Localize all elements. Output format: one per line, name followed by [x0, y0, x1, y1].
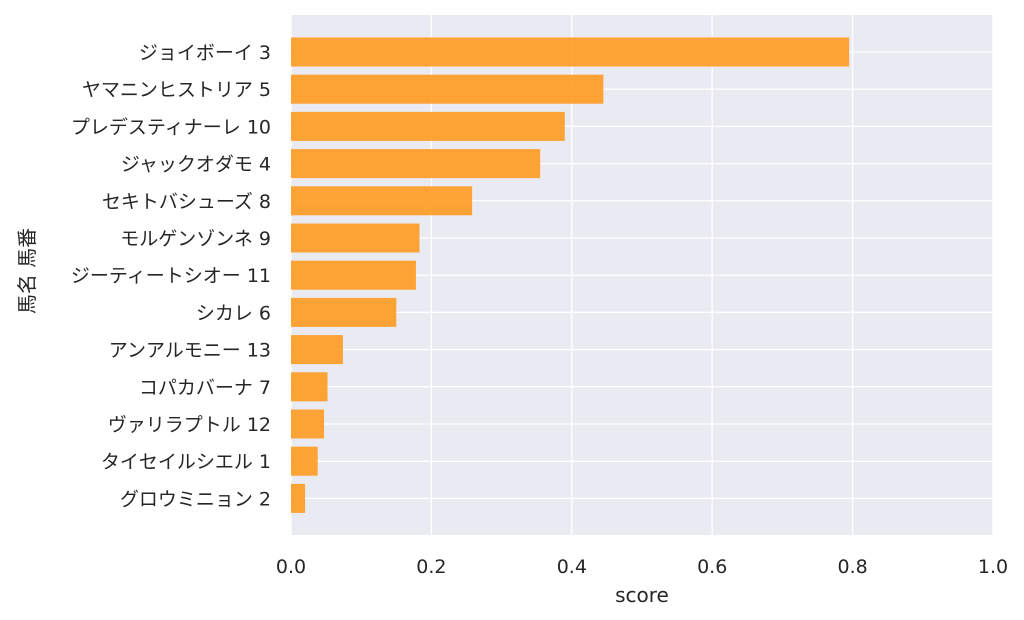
y-tick-label: タイセイルシエル 1 — [101, 451, 271, 473]
bar — [291, 335, 343, 365]
y-tick-label: シカレ 6 — [196, 302, 271, 324]
y-tick-label: ジーティートシオー 11 — [71, 265, 271, 287]
y-tick-label: セキトバシューズ 8 — [102, 191, 271, 213]
x-tick-label: 0.4 — [557, 556, 587, 578]
y-tick-label: ヤマニンヒストリア 5 — [82, 79, 271, 101]
y-tick-label: グロウミニョン 2 — [120, 488, 271, 510]
bars — [291, 37, 850, 513]
bar — [291, 149, 541, 179]
bar — [291, 74, 604, 104]
bar — [291, 483, 306, 513]
x-axis-label: score — [615, 583, 669, 607]
y-tick-label: アンアルモニー 13 — [109, 340, 271, 362]
bar — [291, 372, 328, 402]
bar — [291, 260, 416, 290]
x-tick-label: 0.0 — [276, 556, 306, 578]
y-tick-label: コパカバーナ 7 — [139, 377, 271, 399]
x-tick-label: 0.8 — [837, 556, 867, 578]
bar — [291, 409, 324, 439]
bar — [291, 223, 420, 253]
bar — [291, 37, 850, 67]
x-tick-label: 0.6 — [697, 556, 727, 578]
y-tick-label: モルゲンゾンネ 9 — [120, 228, 271, 250]
x-tick-labels: 0.0 0.2 0.4 0.6 0.8 1.0 — [276, 556, 1008, 578]
x-tick-label: 0.2 — [416, 556, 446, 578]
x-tick-label: 1.0 — [978, 556, 1008, 578]
bar — [291, 446, 318, 476]
bar — [291, 297, 397, 327]
y-tick-label: プレデスティナーレ 10 — [71, 116, 271, 138]
y-tick-labels: ジョイボーイ 3 ヤマニンヒストリア 5 プレデスティナーレ 10 ジャックオダモ 4… — [71, 42, 271, 510]
y-tick-label: ジャックオダモ 4 — [121, 154, 271, 176]
y-axis-label: 馬名 馬番 — [15, 228, 39, 314]
bar — [291, 186, 473, 216]
y-tick-label: ヴァリラプトル 12 — [108, 414, 271, 436]
y-tick-label: ジョイボーイ 3 — [139, 42, 271, 64]
bar — [291, 111, 565, 141]
